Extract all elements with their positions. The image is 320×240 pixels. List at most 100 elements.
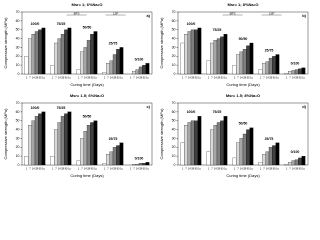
x-tick-label: 1 [286,76,288,80]
bar [213,40,218,75]
y-axis-label: Compressive strength (MPa) [3,17,8,69]
bar [194,29,198,75]
bar [60,116,65,166]
x-tick-label: 28 [269,76,272,80]
x-tick-label: 90 [299,76,302,80]
x-tick-label: 1 [260,167,262,171]
y-tick-label: 30 [172,136,176,140]
y-axis-label: Compressive strength (MPa) [159,17,164,69]
x-tick-label: 28 [295,167,298,171]
bar [262,154,266,166]
bar [272,56,276,75]
bar [67,27,72,75]
y-tick-label: 60 [172,110,176,114]
y-tick-label: 10 [172,63,176,67]
group-label: 0/100 [135,57,144,61]
y-tick-label: 0 [18,72,20,76]
bar [232,157,237,166]
y-axis-label: Compressive strength (MPa) [3,108,8,160]
y-tick-label: 20 [172,145,176,149]
bar [90,34,94,75]
x-tick-label: 14 [110,76,113,80]
x-tick-label: 1y [224,76,227,80]
bar [187,31,192,75]
bar [57,38,62,75]
x-tick-label: 28 [113,167,116,171]
panel-title: Msr= 1.5; 8%Na₂O [226,93,260,98]
x-tick-label: 28 [243,167,246,171]
bar [76,160,81,166]
bar [190,120,195,166]
bar [294,69,299,75]
x-tick-label: 14 [32,76,35,80]
panel-letter: a) [146,13,150,18]
x-tick-label: 1 [78,167,80,171]
bar [242,133,247,166]
x-tick-label: 1y [302,167,305,171]
group-label: 25/75 [109,137,118,141]
bar [298,68,302,75]
x-tick-label: 7 [29,167,31,171]
y-tick-label: 70 [172,101,176,105]
y-tick-label: 30 [16,45,20,49]
y-tick-label: 70 [16,10,20,14]
x-tick-label: 1y [198,167,201,171]
group-label: 50/50 [83,25,92,29]
x-tick-label: 1 [52,167,54,171]
x-tick-label: 1 [182,167,184,171]
x-tick-label: 90 [91,167,94,171]
bar [239,138,244,166]
y-tick-label: 40 [172,127,176,131]
x-tick-label: 1 [208,167,210,171]
x-tick-label: 1 [104,76,106,80]
x-tick-label: 1y [94,167,97,171]
annotation: LSF [113,11,119,15]
bar [93,31,98,75]
x-tick-label: 14 [84,76,87,80]
x-tick-label: 7 [55,167,57,171]
x-tick-label: 28 [87,76,90,80]
bar [83,131,88,166]
x-tick-label: 1 [104,167,106,171]
x-tick-label: 90 [143,76,146,80]
y-tick-label: 70 [16,101,20,105]
x-tick-label: 1 [78,76,80,80]
panel-title: Msr= 1.5; 6%Na₂O [70,93,104,98]
y-tick-label: 50 [16,119,20,123]
bar [83,47,88,75]
x-tick-label: 90 [221,76,224,80]
group-label: 100/0 [31,22,40,26]
bar [109,60,114,75]
bar [187,122,192,166]
bar [294,159,299,166]
x-tick-label: 1 [26,76,28,80]
bar [216,38,221,75]
x-tick-label: 1y [146,76,149,80]
y-tick-label: 30 [172,45,176,49]
group-label: 50/50 [83,115,92,119]
bar [41,27,46,75]
x-tick-label: 14 [58,76,61,80]
x-tick-label: 14 [214,167,217,171]
bar [213,125,218,166]
x-tick-label: 7 [185,76,187,80]
bar [67,111,72,166]
x-tick-label: 28 [191,167,194,171]
x-tick-label: 1 [26,167,28,171]
bar [86,125,91,166]
bar [38,113,42,166]
y-tick-label: 20 [16,54,20,58]
x-tick-label: 14 [136,76,139,80]
x-tick-label: 28 [139,167,142,171]
bar [275,142,280,166]
bar [76,69,81,75]
bar [220,36,224,75]
annotation: BFS [230,11,236,15]
x-tick-label: 14 [136,167,139,171]
bar [268,57,273,75]
bar [64,113,68,166]
x-tick-label: 1y [250,76,253,80]
bar [138,66,143,75]
x-tick-label: 7 [133,76,135,80]
x-tick-label: 90 [65,167,68,171]
